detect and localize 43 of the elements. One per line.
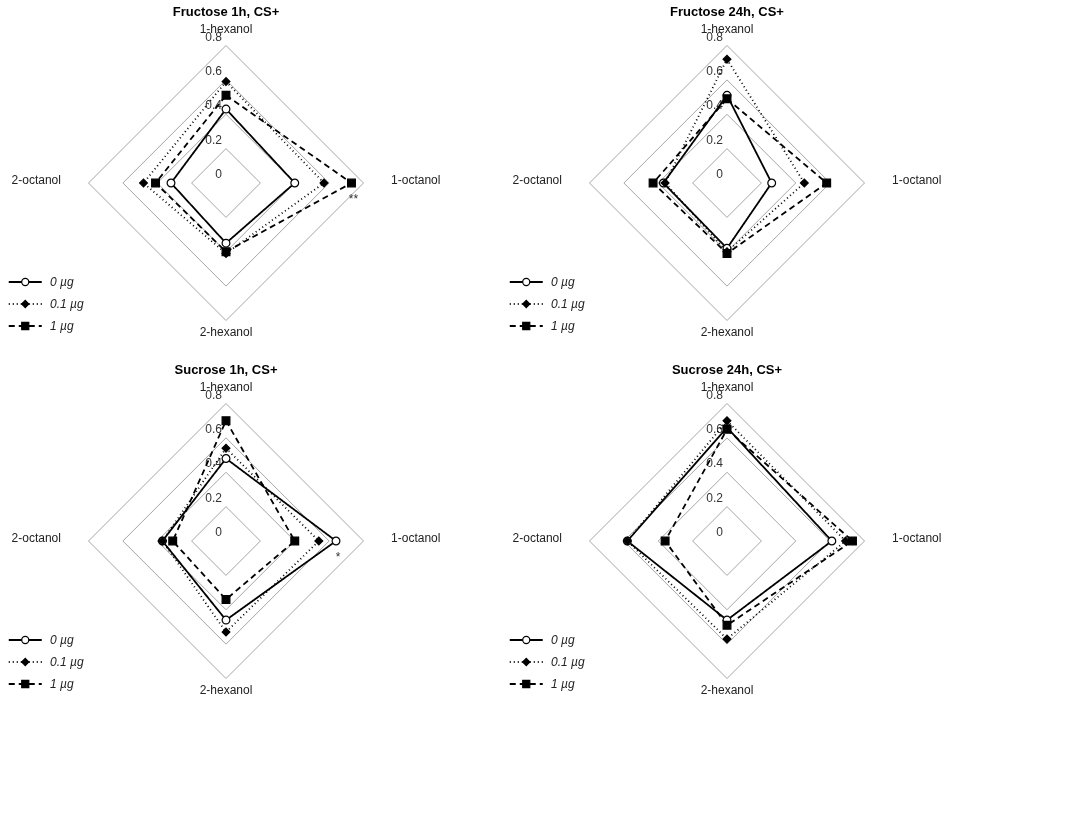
y-tick-label: 0.2 — [205, 490, 223, 505]
spoke-label: 2-octanol — [512, 531, 562, 546]
legend-label: 0.1 µg — [50, 297, 84, 311]
text: ** — [348, 192, 359, 206]
chart-title: Fructose 24h, CS+ — [670, 4, 785, 19]
text: * — [335, 550, 341, 564]
chart-title: Fructose 1h, CS+ — [172, 4, 280, 19]
y-tick-label: 0.2 — [706, 490, 724, 505]
y-tick-label: 0 — [215, 167, 223, 181]
legend-label: 1 µg — [551, 319, 575, 333]
spoke-label: 2-hexanol — [199, 324, 253, 339]
legend-label: 0 µg — [50, 633, 74, 647]
spoke-label: 2-hexanol — [700, 324, 754, 339]
y-tick-label: 0.6 — [205, 421, 223, 436]
spoke-label: 2-octanol — [512, 173, 562, 188]
chart-title: Sucrose 1h, CS+ — [174, 362, 278, 377]
y-tick-label: 0 — [716, 525, 724, 539]
y-tick-label: 0.4 — [706, 456, 724, 471]
spoke-label: 2-octanol — [11, 173, 61, 188]
spoke-label: 1-octanol — [892, 531, 942, 546]
y-tick-label: 0.4 — [205, 98, 223, 113]
legend-label: 0.1 µg — [551, 655, 585, 669]
y-tick-label: 0.6 — [706, 63, 724, 78]
chart-title: Sucrose 24h, CS+ — [671, 362, 783, 377]
y-tick-label: 0.2 — [205, 132, 223, 147]
legend-label: 1 µg — [551, 677, 575, 691]
spoke-label: 1-octanol — [892, 173, 942, 188]
spoke-label: 2-hexanol — [199, 682, 253, 697]
y-tick-label: 0 — [716, 167, 724, 181]
legend-label: 0 µg — [50, 275, 74, 289]
spoke-label: 1-octanol — [391, 531, 441, 546]
legend-label: 1 µg — [50, 677, 74, 691]
legend-label: 0 µg — [551, 275, 575, 289]
spoke-label: 1-octanol — [391, 173, 441, 188]
y-tick-label: 0.2 — [706, 132, 724, 147]
legend-label: 0.1 µg — [551, 297, 585, 311]
legend-label: 0.1 µg — [50, 655, 84, 669]
y-tick-label: 0.6 — [205, 63, 223, 78]
spoke-label: 2-octanol — [11, 531, 61, 546]
legend-label: 0 µg — [551, 633, 575, 647]
legend-label: 1 µg — [50, 319, 74, 333]
y-tick-label: 0 — [215, 525, 223, 539]
spoke-label: 2-hexanol — [700, 682, 754, 697]
